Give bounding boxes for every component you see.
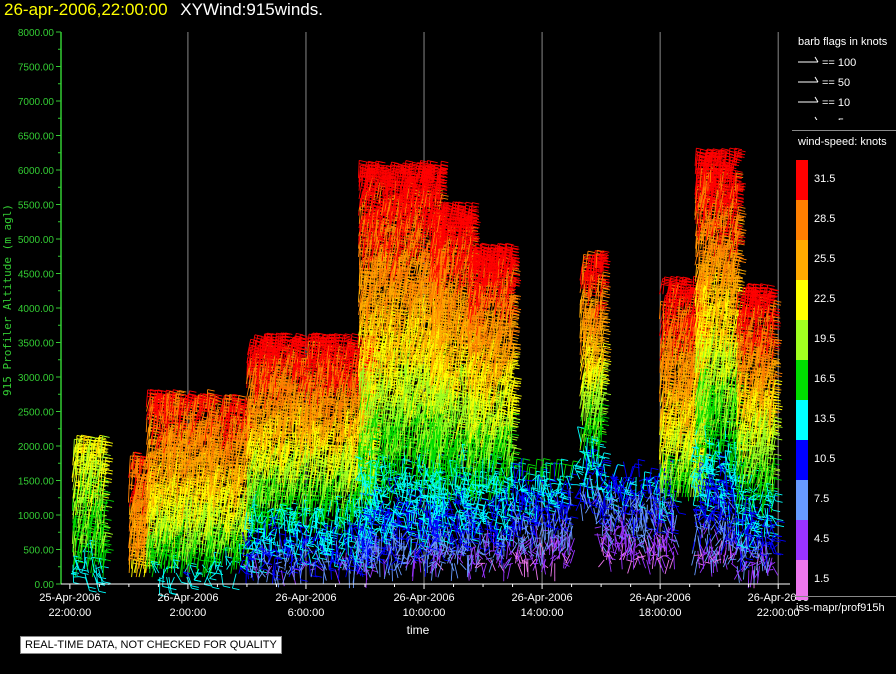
wind-barbs — [71, 148, 786, 596]
barb-flag — [89, 587, 96, 589]
wind-barb — [85, 577, 96, 592]
barb-flag — [107, 500, 114, 502]
barb-flag — [71, 574, 78, 576]
barb-flag — [105, 519, 112, 521]
barb-flag — [107, 549, 114, 551]
barb-flag — [104, 582, 111, 584]
barb-flag — [149, 524, 156, 526]
barb-flag — [139, 549, 146, 551]
barb-staff — [85, 573, 89, 587]
wind-barb — [158, 577, 165, 582]
barb-staff — [146, 390, 147, 408]
barb-flag — [162, 391, 169, 393]
barb-staff — [93, 481, 94, 499]
barb-flag — [99, 577, 106, 579]
barb-flag — [104, 454, 111, 456]
barb-flag — [158, 580, 165, 582]
barb-staff — [138, 530, 139, 548]
barb-staff — [99, 569, 103, 583]
barb-staff — [136, 501, 137, 519]
wind-barb — [103, 470, 113, 486]
barb-flag — [105, 478, 112, 480]
